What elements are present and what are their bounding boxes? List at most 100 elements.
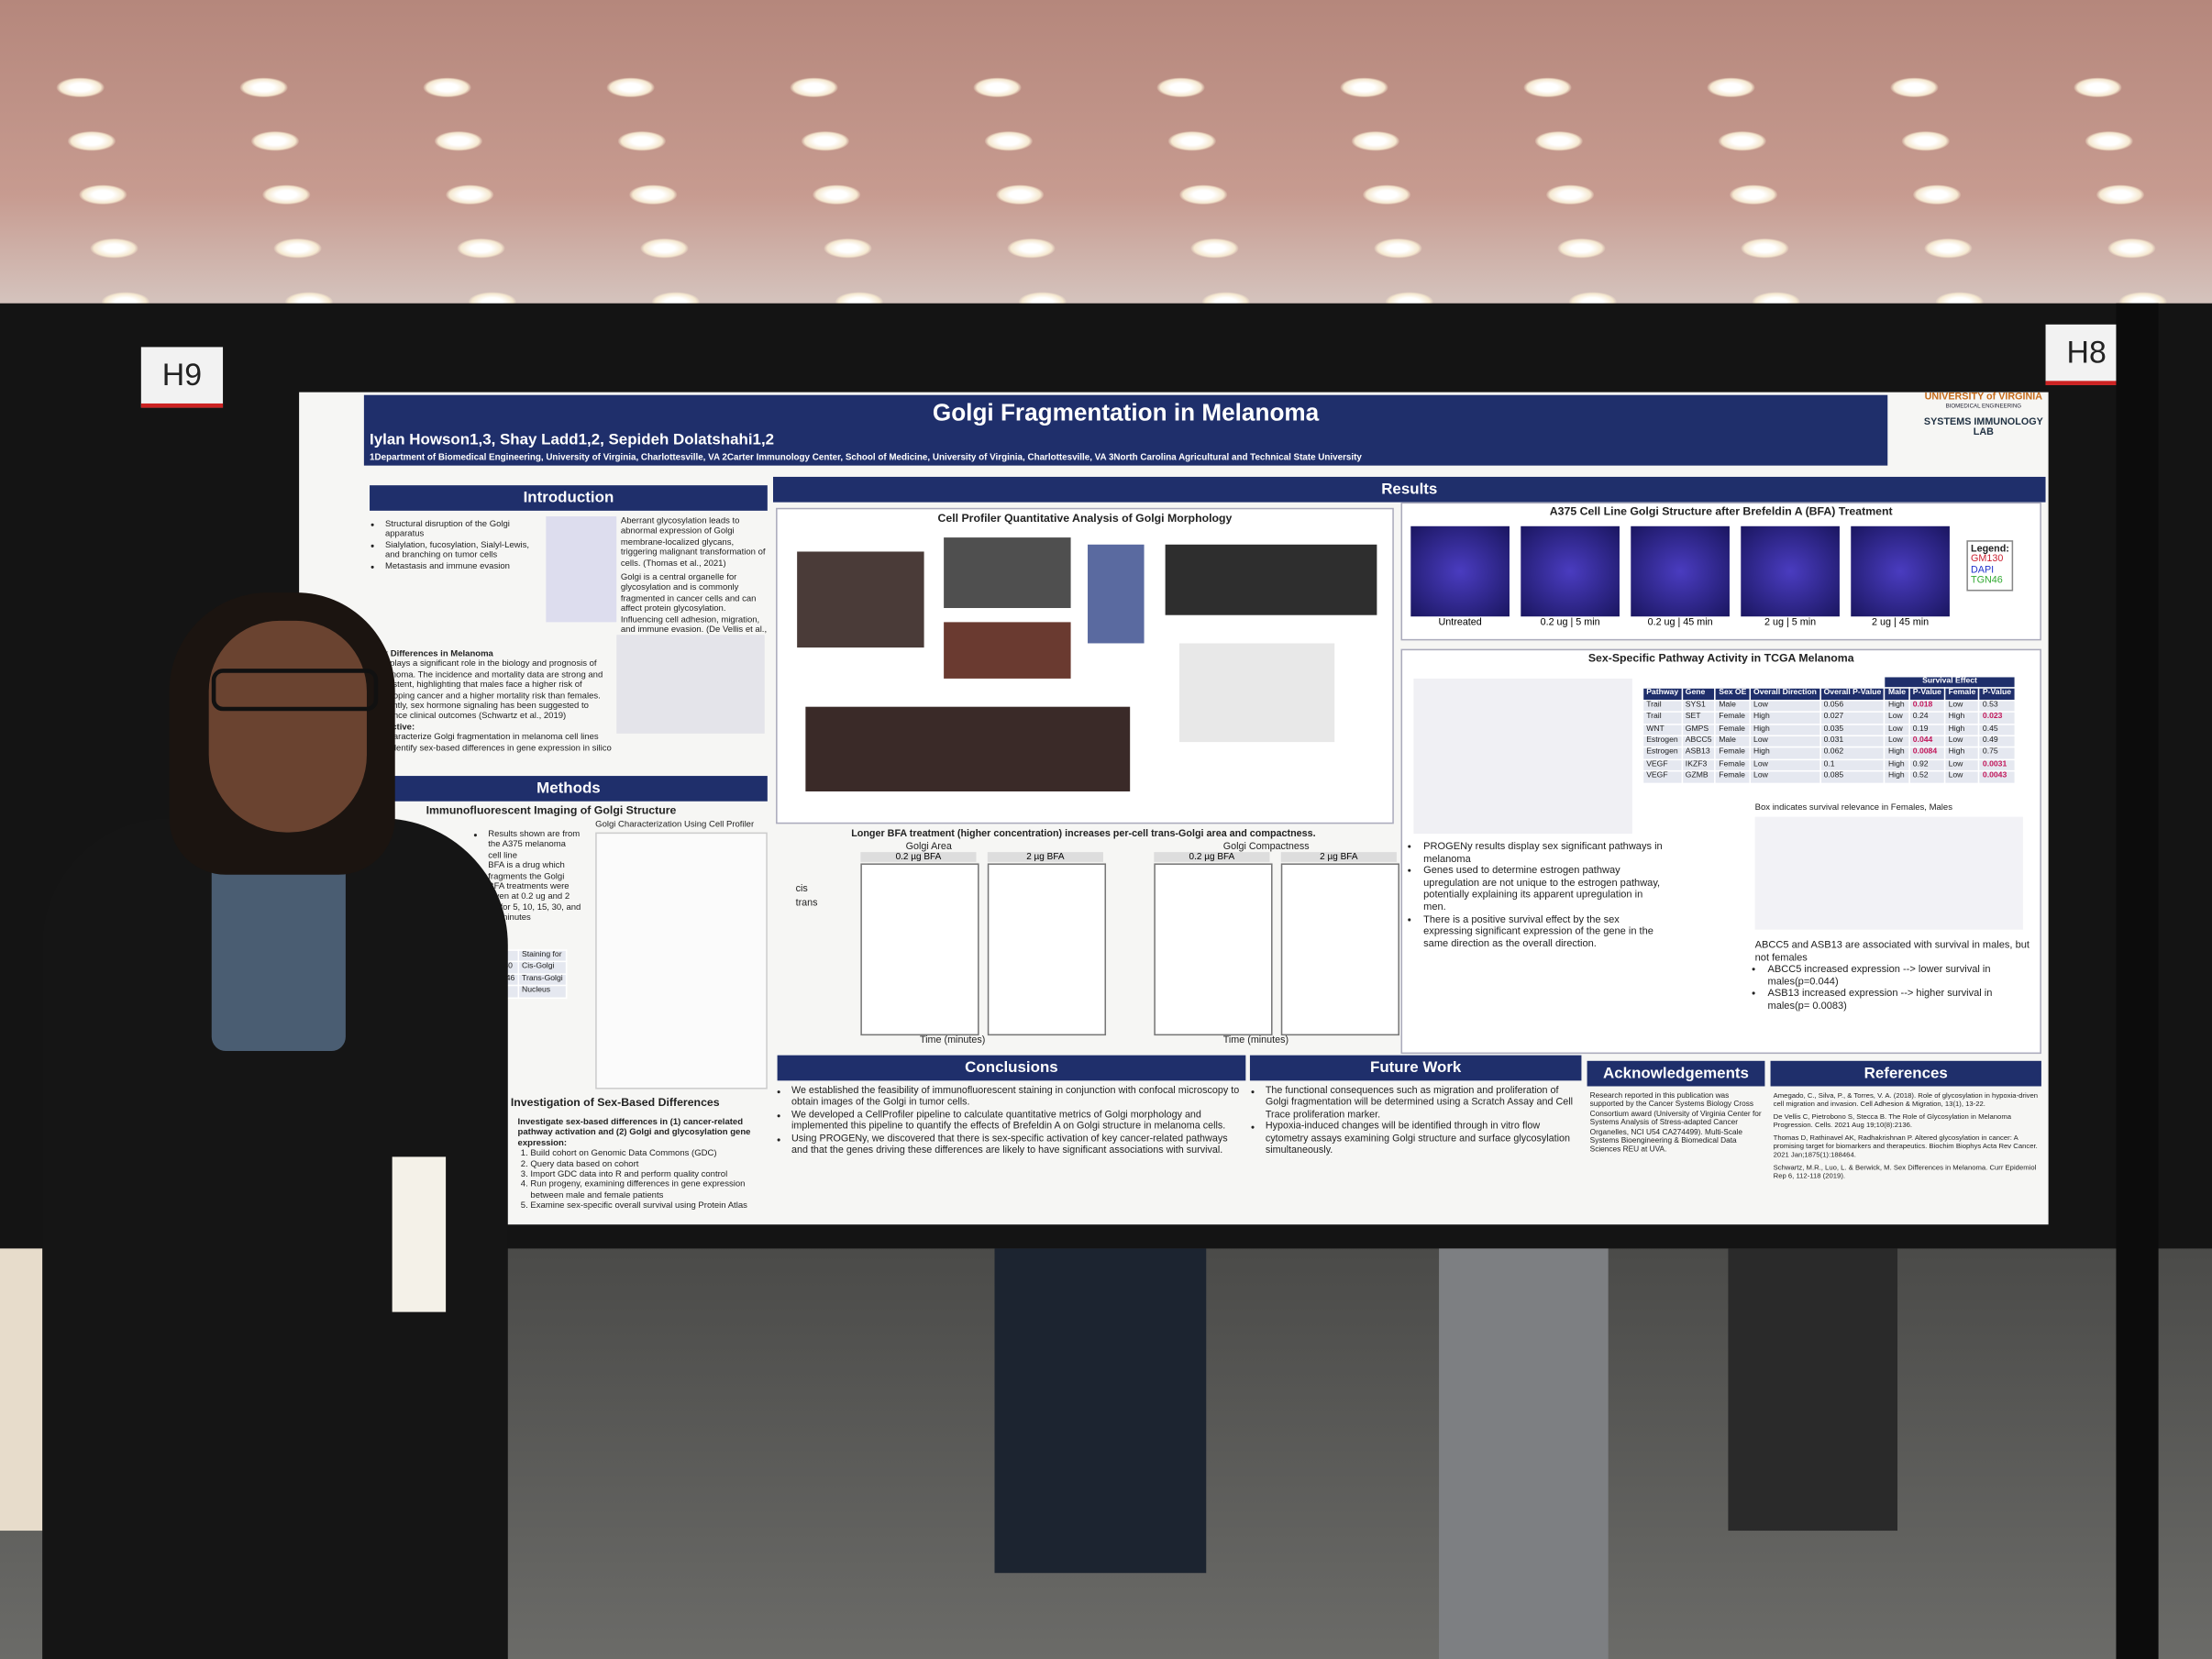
table-cell: High <box>1943 747 1980 760</box>
table-cell: Low <box>1943 758 1980 772</box>
table-cell: Male <box>1714 699 1751 713</box>
ceiling-light <box>90 238 138 259</box>
legend-entry: GM130 <box>1971 555 2004 565</box>
chart-caption: Longer BFA treatment (higher concentrati… <box>851 829 1316 840</box>
table-cell: High <box>1943 723 1980 737</box>
ceiling-light <box>640 238 689 259</box>
ceiling-light <box>1523 77 1572 98</box>
table-header: Overall Direction <box>1749 687 1821 702</box>
charts: 0.2 µg BFA 2 µg BFA 0.2 µg BFA 2 µg BFA <box>776 852 1399 1049</box>
table-row: Estrogen ASB13 Female High 0.062 High 0.0084 Hi… <box>1642 747 2016 760</box>
list-item: Import GDC data into R and perform quali… <box>530 1169 771 1179</box>
table-row: Survival Effect <box>1642 675 2016 690</box>
visitor <box>1439 1248 1609 1659</box>
table-header: Overall P-Value <box>1819 687 1886 702</box>
table-cell: GMPS <box>1681 723 1717 737</box>
logos: UNIVERSITY of VIRGINIA BIOMEDICAL ENGINE… <box>1921 393 2045 437</box>
table-cell: High <box>1884 699 1910 713</box>
ceiling-light <box>2096 184 2145 205</box>
list-item: The functional consequences such as migr… <box>1266 1086 1580 1122</box>
legend-entry: TGN46 <box>1971 575 2003 586</box>
ceiling-light <box>617 131 667 151</box>
ceiling-light <box>1534 131 1583 151</box>
ceiling-light <box>606 77 655 98</box>
micrograph <box>1410 525 1510 617</box>
acknowledgements: Research reported in this publication wa… <box>1589 1091 1762 1156</box>
table-cell: 0.027 <box>1819 711 1886 725</box>
chart-frame <box>860 863 979 1036</box>
list-item: Hypoxia-induced changes will be identifi… <box>1266 1122 1580 1157</box>
chart-frame <box>1154 863 1273 1036</box>
list-item: Structural disruption of the Golgi appar… <box>385 519 542 540</box>
list-item: ASB13 increased expression --> higher su… <box>1767 987 2030 1012</box>
table-cell: 0.19 <box>1908 723 1946 737</box>
image-label: Untreated <box>1438 617 1482 628</box>
table-row: WNT GMPS Female High 0.035 Low 0.19 High 0.45 <box>1642 723 2016 737</box>
table-cell: 0.1 <box>1819 758 1886 772</box>
name-badge <box>392 1156 447 1312</box>
table-cell: Trans-Golgi <box>517 973 568 987</box>
presenter-face <box>208 620 367 833</box>
table-cell: High <box>1884 758 1910 772</box>
list-item: Amegado, C., Silva, P., & Torres, V. A. … <box>1773 1091 2039 1110</box>
table-header: Female <box>1943 687 1980 702</box>
stain-legend: Legend: GM130 DAPI TGN46 <box>1966 540 2014 591</box>
paragraph: Investigate sex-based differences in (1)… <box>517 1117 751 1148</box>
visitor <box>994 1248 1207 1574</box>
list-item: trans <box>795 899 818 910</box>
table-row: VEGF GZMB Female Low 0.085 High 0.52 Low 0.0043 <box>1642 770 2016 784</box>
survival-text: ABCC5 and ASB13 are associated with surv… <box>1755 938 2030 1012</box>
ceiling-light <box>1167 131 1217 151</box>
list-item: Thomas D, Rathinavel AK, Radhakrishnan P… <box>1773 1134 2038 1160</box>
table-cell: IKZF3 <box>1681 758 1717 772</box>
section-header: References <box>1770 1060 2041 1087</box>
table-cell: High <box>1884 770 1910 784</box>
table-cell: 0.062 <box>1819 747 1886 760</box>
table-header: Sex OE <box>1714 687 1751 702</box>
ceiling-light <box>1924 238 1973 259</box>
references: Amegado, C., Silva, P., & Torres, V. A. … <box>1774 1092 2041 1186</box>
image-label: 0.2 ug | 5 min <box>1540 617 1600 628</box>
table-cell: VEGF <box>1642 770 1683 784</box>
ceiling-light <box>457 238 505 259</box>
table-cell: Low <box>1943 699 1980 713</box>
table-cell: ABCC5 <box>1681 735 1717 749</box>
progeny-chart <box>1413 678 1632 835</box>
panel-title: Sex-Specific Pathway Activity in TCGA Me… <box>1587 651 1854 665</box>
cellprofiler-panel: Cell Profiler Quantitative Analysis of G… <box>776 507 1394 824</box>
sex-panel: Sex-Specific Pathway Activity in TCGA Me… <box>1400 648 2041 1055</box>
cell-diagram <box>616 635 765 734</box>
paragraph: To characterize Golgi fragmentation in m… <box>372 732 612 753</box>
ceiling-lights <box>0 0 2212 325</box>
table-cell: 0.085 <box>1819 770 1886 784</box>
table-cell: 0.52 <box>1908 770 1946 784</box>
logo-text: UNIVERSITY of VIRGINIA <box>1924 392 2043 403</box>
list-item: We developed a CellProfiler pipeline to … <box>791 1110 1244 1134</box>
chart-frame <box>1280 863 1399 1036</box>
paragraph: Sex plays a significant role in the biol… <box>372 659 603 722</box>
table-header: Gene <box>1681 687 1717 702</box>
ceiling-light <box>2085 131 2133 151</box>
table-cell: Low <box>1749 699 1821 713</box>
table-cell: Low <box>1749 735 1821 749</box>
panel-title: A375 Cell Line Golgi Structure after Bre… <box>1549 504 1893 518</box>
table-cell: Estrogen <box>1642 735 1683 749</box>
table-cell: High <box>1884 747 1910 760</box>
poster-title: Golgi Fragmentation in Melanoma <box>932 399 1320 426</box>
ceiling-light <box>273 238 322 259</box>
table-cell: 0.023 <box>1978 711 2016 725</box>
ceiling-light <box>79 184 127 205</box>
ceiling-light <box>1912 184 1962 205</box>
chart-panel-title: 0.2 µg BFA <box>1154 852 1270 862</box>
table-header: Survival Effect <box>1884 675 2016 690</box>
micrograph <box>797 551 924 648</box>
table-cell: VEGF <box>1642 758 1683 772</box>
future-work: The functional consequences such as migr… <box>1253 1086 1580 1157</box>
table-cell: SET <box>1681 711 1717 725</box>
logo-text: BIOMEDICAL ENGINEERING <box>1945 402 2022 410</box>
intro-sex: Sex Differences in Melanoma Sex plays a … <box>372 649 613 754</box>
table-cell: 0.0031 <box>1978 758 2016 772</box>
ceiling-light <box>984 131 1034 151</box>
table-row: Estrogen ABCC5 Male Low 0.031 Low 0.044 Low 0.49 <box>1642 735 2016 749</box>
